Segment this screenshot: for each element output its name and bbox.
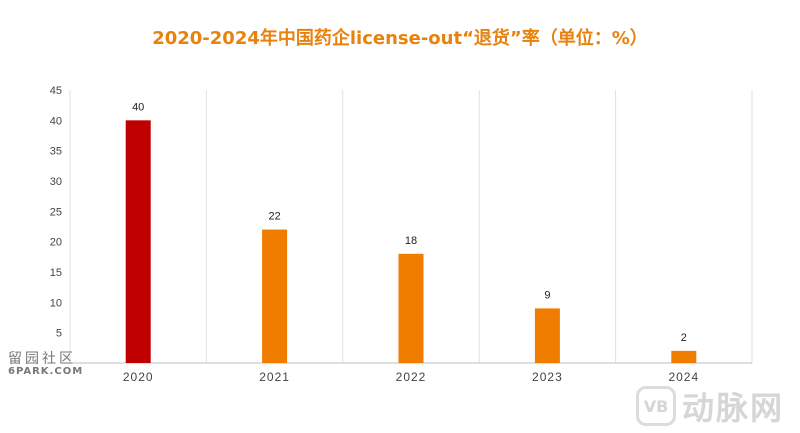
- vb-logo-icon: VB: [635, 386, 676, 426]
- y-tick-label: 20: [50, 237, 62, 249]
- bar-2022: [398, 253, 424, 363]
- bar-2023: [534, 308, 560, 363]
- bar-2024: [671, 350, 697, 363]
- y-tick-label: 45: [50, 85, 62, 97]
- y-tick-label: 10: [50, 297, 62, 309]
- data-label-2024: 2: [681, 332, 687, 344]
- bar-2020: [125, 120, 151, 363]
- watermark-6park-cn: 留园社区: [8, 351, 76, 367]
- x-tick-label-2023: 2023: [532, 370, 563, 384]
- y-tick-label: 25: [50, 206, 62, 218]
- y-tick-label: 35: [50, 146, 62, 158]
- watermark-vbdata-text: 动脉网: [681, 389, 784, 427]
- bar-2021: [262, 229, 288, 363]
- x-tick-label-2022: 2022: [396, 370, 427, 384]
- y-tick-label: 40: [50, 115, 62, 127]
- x-tick-label-2020: 2020: [123, 370, 154, 384]
- y-tick-label: 5: [56, 328, 62, 340]
- y-tick-label: 15: [50, 267, 62, 279]
- chart-title: 2020-2024年中国药企license-out“退货”率（单位：%）: [152, 28, 648, 49]
- watermark-6park: 留园社区 6PARK.COM: [8, 348, 82, 377]
- watermark-vbdata: VB 动脉网: [635, 383, 784, 429]
- data-label-2020: 40: [132, 101, 144, 113]
- x-tick-label-2024: 2024: [668, 370, 699, 384]
- y-tick-label: 30: [50, 176, 62, 188]
- data-label-2021: 22: [268, 211, 280, 223]
- watermark-6park-en: 6PARK.COM: [8, 366, 84, 377]
- data-label-2022: 18: [405, 235, 417, 247]
- data-label-2023: 9: [544, 289, 550, 301]
- x-tick-label-2021: 2021: [259, 370, 290, 384]
